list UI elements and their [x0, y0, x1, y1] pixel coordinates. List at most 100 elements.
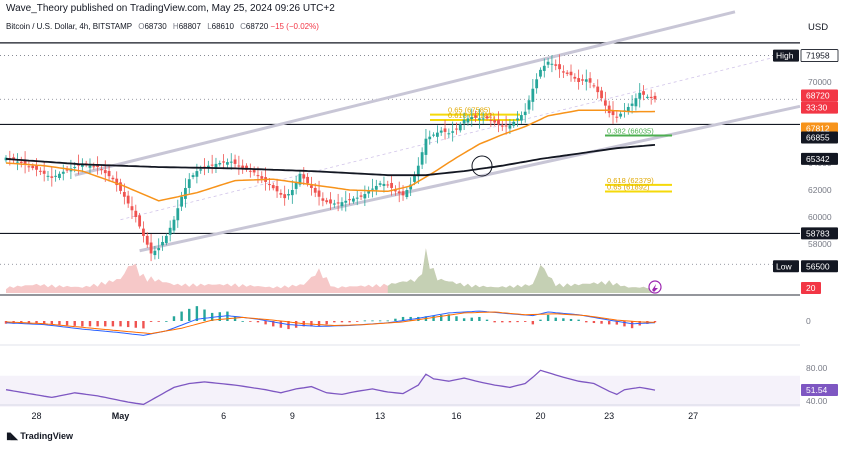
candle-body	[584, 79, 588, 82]
candle-body	[111, 177, 115, 180]
macd-histogram-bar	[348, 321, 351, 323]
candle-body	[638, 92, 642, 99]
x-tick-label: 20	[535, 411, 545, 421]
symbol-legend: Bitcoin / U.S. Dollar, 4h, BITSTAMP O687…	[6, 22, 319, 31]
macd-histogram-bar	[134, 321, 137, 328]
footer-brand: TradingView	[20, 431, 74, 441]
candle-body	[310, 185, 313, 188]
candle-body	[489, 120, 493, 122]
macd-histogram-bar	[264, 321, 267, 325]
macd-histogram-bar	[401, 316, 405, 321]
price-scale-badge-text: 58783	[806, 228, 830, 238]
macd-histogram-bar	[188, 308, 191, 321]
macd-histogram-bar	[249, 321, 252, 322]
price-scale-badge-text: 67812	[806, 124, 830, 134]
volume-pane: 20	[6, 248, 821, 294]
macd-histogram-bar	[585, 321, 588, 323]
macd-histogram-bar	[119, 321, 122, 327]
candle-body	[455, 128, 458, 130]
candle-body	[367, 191, 371, 194]
candle-body	[157, 248, 161, 251]
candle-body	[294, 181, 298, 189]
candle-body	[38, 170, 42, 172]
candle-body	[352, 198, 355, 202]
candle-body	[508, 125, 512, 129]
macd-histogram-bar	[58, 321, 61, 325]
candle-body	[432, 134, 435, 136]
open-value: 68730	[144, 22, 167, 31]
candle-body	[569, 71, 573, 76]
candle-body	[470, 117, 474, 119]
candle-body	[119, 182, 122, 191]
symbol-name[interactable]: Bitcoin / U.S. Dollar, 4h, BITSTAMP	[6, 22, 132, 31]
macd-histogram-bar	[630, 321, 634, 329]
y-tick-label: 58000	[808, 239, 832, 249]
x-tick-label: May	[112, 411, 130, 421]
candle-body	[88, 165, 92, 168]
candle-body	[172, 219, 176, 231]
candle-body	[226, 162, 229, 165]
price-scale-badge	[801, 152, 838, 165]
x-tick-label: 16	[451, 411, 461, 421]
candle-body	[531, 88, 535, 102]
x-tick-label: 6	[221, 411, 226, 421]
macd-histogram-bar	[470, 317, 473, 321]
candle-body	[210, 164, 214, 166]
macd-histogram-bar	[615, 321, 619, 325]
candle-body	[329, 199, 332, 204]
candle-body	[451, 131, 455, 133]
tradingview-footer[interactable]: ▮◣ TradingView	[6, 431, 73, 442]
macd-histogram-bar	[607, 321, 611, 325]
candle-body	[80, 164, 84, 167]
tradingview-logo-icon: ▮◣	[6, 431, 18, 442]
price-pane: 0.65 (67585)0.618 (67182)0.382 (66035)0.…	[0, 10, 801, 265]
candle-body	[245, 165, 248, 170]
candle-body	[428, 136, 432, 140]
macd-histogram-bar	[371, 320, 374, 322]
price-scale-badge-text: 33:30	[806, 103, 828, 113]
macd-histogram-bar	[546, 314, 550, 321]
macd-histogram-bar	[394, 318, 397, 321]
candle-body	[359, 195, 363, 197]
candle-body	[138, 215, 142, 227]
macd-histogram-bar	[42, 321, 46, 324]
volume-area-up	[387, 248, 655, 293]
candle-body	[512, 121, 516, 126]
currency-label[interactable]: USD	[808, 22, 829, 33]
candle-body	[35, 165, 38, 170]
candle-body	[409, 184, 413, 190]
macd-histogram-bar	[386, 320, 389, 322]
candle-body	[222, 161, 226, 163]
candle-body	[607, 105, 611, 114]
candle-body	[493, 119, 497, 123]
candle-body	[260, 176, 264, 179]
x-tick-label: 28	[32, 411, 42, 421]
candle-body	[290, 190, 294, 196]
price-scale[interactable]: 70000680006600064000620006000058000High7…	[773, 49, 839, 273]
alert-icon[interactable]	[648, 280, 662, 294]
low-label: L	[207, 22, 212, 31]
candle-body	[447, 133, 451, 135]
macd-histogram-bar	[27, 321, 31, 324]
price-scale-badge	[801, 227, 838, 240]
candle-body	[504, 125, 508, 127]
candle-body	[306, 176, 309, 184]
candle-body	[485, 116, 489, 119]
candle-body	[653, 95, 657, 100]
change-value: −15 (−0.02%)	[270, 22, 319, 31]
candle-body	[542, 65, 546, 71]
candle-body	[283, 194, 287, 199]
y-tick-label: 62000	[808, 185, 832, 195]
macd-line	[5, 310, 656, 336]
candle-body	[187, 179, 191, 188]
candle-body	[535, 79, 539, 89]
macd-histogram-bar	[378, 320, 382, 322]
channel-lower-line	[139, 104, 801, 253]
time-axis[interactable]: 28 May 6 9 13 16 20 23 27	[32, 411, 699, 421]
candle-body	[420, 152, 424, 165]
price-scale-badge-text: 71958	[806, 51, 830, 61]
candle-body	[195, 171, 199, 177]
candle-body	[394, 190, 397, 192]
candle-body	[413, 175, 416, 182]
